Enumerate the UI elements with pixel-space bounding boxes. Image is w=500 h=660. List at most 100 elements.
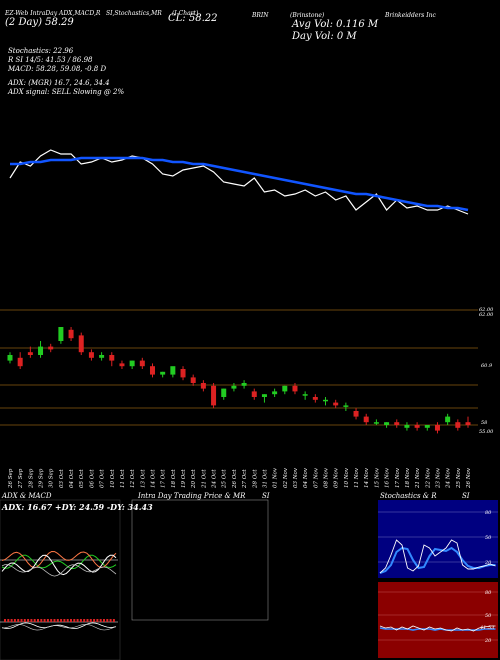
candle-body <box>261 394 267 397</box>
date-tick-label: 04 Oct <box>69 469 75 488</box>
date-tick-label: 17 Oct <box>161 469 167 488</box>
stoch-panel-si: SI <box>462 492 470 500</box>
macd-histogram-bar <box>109 619 112 622</box>
macd-histogram-bar <box>7 619 10 622</box>
date-tick-label: 28 Sep <box>28 468 34 489</box>
rsi-level-20: 20 <box>485 638 492 644</box>
candle-body <box>78 335 84 353</box>
adx-panel-title: ADX & MACD <box>2 492 52 500</box>
macd-histogram-bar <box>50 619 53 622</box>
date-tick-label: 08 Nov <box>324 467 330 488</box>
candle-body <box>282 385 288 392</box>
candle-body <box>434 425 440 431</box>
macd-histogram-bar <box>73 619 76 622</box>
candle-body <box>149 366 155 375</box>
intraday-panel-si: SI <box>262 492 270 500</box>
macd-histogram-bar <box>10 619 13 622</box>
adx-main-line <box>1 554 117 576</box>
date-tick-label: 17 Nov <box>395 467 401 488</box>
candle-body <box>302 394 308 396</box>
symbol: BRIN <box>252 12 269 19</box>
candle-body <box>414 425 420 428</box>
date-tick-label: 20 Oct <box>191 469 197 489</box>
date-tick-label: 31 Oct <box>262 469 268 488</box>
rsi-line <box>379 625 496 632</box>
candle-body <box>180 369 186 378</box>
header-left-1: EZ-Web IntraDay ADX,MACD,R <box>5 10 101 17</box>
date-tick-label: 05 Oct <box>79 469 85 488</box>
date-tick-label: 16 Nov <box>385 467 391 488</box>
adx-minus-line <box>1 550 117 569</box>
candle-body <box>139 360 145 367</box>
rsi-smooth-line <box>379 627 496 631</box>
macd-histogram-bar <box>106 619 109 622</box>
date-tick-label: 07 Nov <box>313 467 319 488</box>
macd-histogram-bar <box>63 619 66 622</box>
date-tick-label: 24 Nov <box>446 467 452 489</box>
header-stoch-title2: (I Chart) <box>172 10 199 17</box>
date-tick-label: 26 Sep <box>8 468 14 489</box>
candle-body <box>160 371 166 375</box>
rsi-level-50: 50 <box>485 613 492 619</box>
candle-body <box>7 355 13 361</box>
date-tick-label: 23 Nov <box>435 467 441 489</box>
macd-histogram-bar <box>13 619 16 622</box>
rsi-level-80: 80 <box>485 590 492 596</box>
rsi-value-label: 41.53 <box>480 625 495 631</box>
rsi-panel-bg <box>378 582 498 658</box>
candle-body <box>343 405 349 407</box>
company-short: (Brinstone) <box>290 12 325 19</box>
date-tick-label: 19 Oct <box>181 469 187 488</box>
date-tick-label: 03 Oct <box>59 469 65 488</box>
date-tick-label: 04 Nov <box>303 467 309 488</box>
macd-histogram-bar <box>40 619 43 622</box>
price-label-3: 60.9 <box>481 363 493 369</box>
date-tick-label: 09 Nov <box>334 467 340 488</box>
macd-histogram-bar <box>96 619 99 622</box>
macd-histogram-bar <box>112 619 115 622</box>
macd-readout: MACD: 58.28, 59.08, -0.8 D <box>8 65 107 73</box>
company-right: Brinkeidders Inc <box>385 12 436 19</box>
date-tick-label: 29 Sep <box>39 468 45 489</box>
adx-readout: ADX: (MGR) 16.7, 24.6, 34.4 <box>8 79 110 87</box>
day-vol: Day Vol: 0 M <box>292 31 357 42</box>
candle-body <box>424 425 430 428</box>
candle-body <box>38 346 44 355</box>
adx-aux-line <box>1 564 117 577</box>
candle-body <box>333 402 339 406</box>
date-tick-label: 02 Nov <box>283 467 289 488</box>
date-tick-label: 10 Nov <box>344 467 350 488</box>
date-tick-label: 10 Oct <box>110 469 116 488</box>
candle-body <box>384 422 390 425</box>
header-left-2: (2 Day) 58.29 <box>5 17 74 28</box>
macd-histogram-bar <box>20 619 23 622</box>
date-tick-label: 14 Oct <box>150 469 156 488</box>
candle-body <box>88 352 94 358</box>
intraday-panel-title: Intra Day Trading Price & MR <box>138 492 246 500</box>
date-tick-label: 11 Oct <box>120 469 126 488</box>
candle-body <box>200 383 206 389</box>
candle-body <box>404 425 410 428</box>
candle-body <box>394 422 400 425</box>
stoch-panel-bg <box>378 500 498 578</box>
adx-plus-line <box>1 554 117 570</box>
macd-histogram-bar <box>79 619 82 622</box>
date-tick-label: 27 Sep <box>18 468 24 489</box>
candle-body <box>373 422 379 424</box>
candle-body <box>292 385 298 392</box>
avg-vol: Avg Vol: 0.116 M <box>292 19 379 30</box>
candle-body <box>465 422 471 425</box>
macd-histogram-bar <box>53 619 56 622</box>
macd-histogram-bar <box>70 619 72 622</box>
macd-signal-line <box>1 624 117 631</box>
candle-body <box>129 360 135 367</box>
stoch-k-line <box>379 539 496 574</box>
stochastics-readout: Stochastics: 22.96 <box>8 47 74 55</box>
candle-body <box>231 385 237 389</box>
macd-histogram-bar <box>103 619 105 622</box>
candle-body <box>211 385 217 406</box>
date-tick-label: 15 Nov <box>374 467 380 488</box>
cl-label: CL: 58.22 <box>168 13 218 24</box>
macd-histogram-bar <box>46 619 49 622</box>
